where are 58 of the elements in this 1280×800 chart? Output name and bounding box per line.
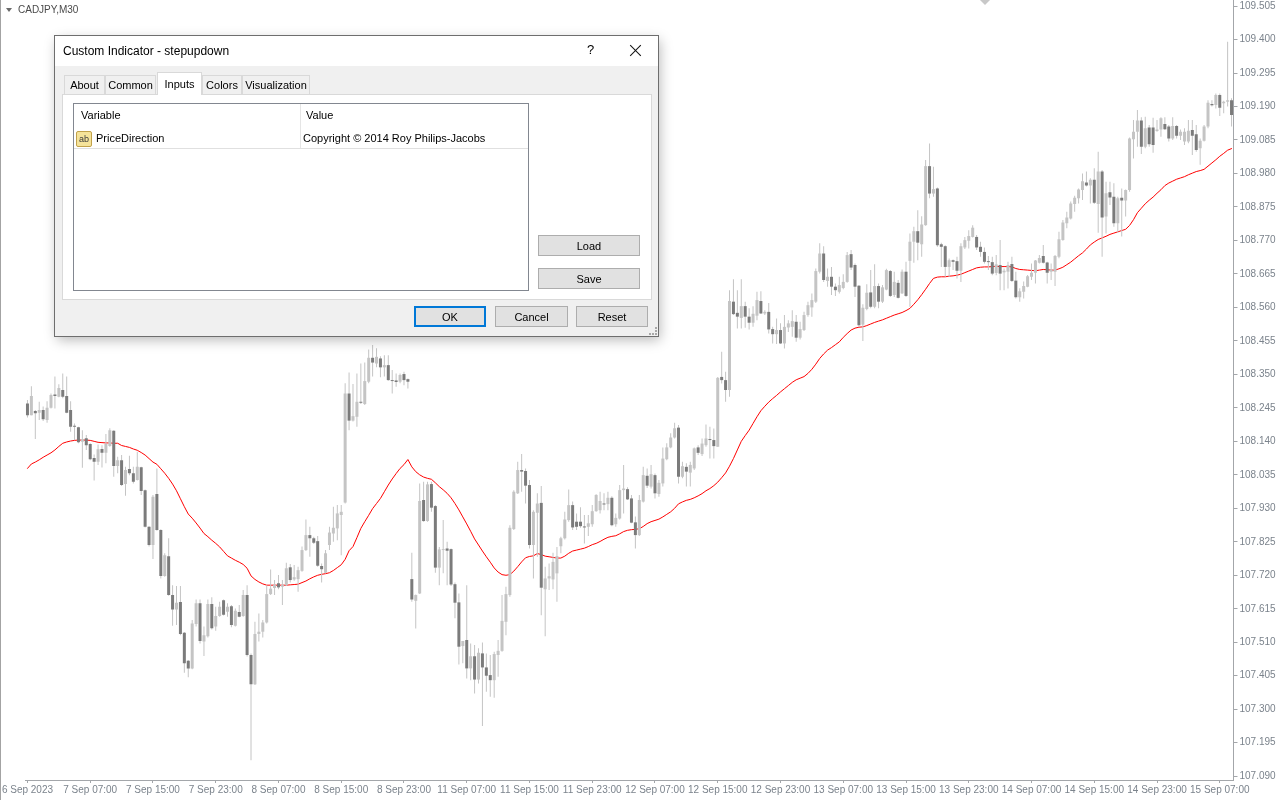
y-tick-label: 107.930 [1239,502,1277,514]
x-tick-label: 14 Sep 15:00 [1064,783,1125,795]
y-tick-label: 108.455 [1239,334,1277,346]
x-tick-label: 13 Sep 07:00 [813,783,874,795]
y-tick-label: 108.980 [1239,167,1277,179]
x-tick-label: 12 Sep 23:00 [750,783,811,795]
y-tick-label: 108.035 [1239,468,1277,480]
annotation: Reset [597,310,627,323]
y-tick-label: 108.140 [1239,435,1277,447]
annotation: Inputs [164,77,195,90]
annotation: Variable [81,109,121,122]
annotation: Cancel [514,310,549,323]
x-tick-label: 11 Sep 23:00 [562,783,623,795]
x-tick-label: 13 Sep 15:00 [876,783,937,795]
annotation: OK [442,310,458,323]
annotation: Copyright © 2014 Roy Philips-Jacobs [303,132,486,145]
x-tick-label: 7 Sep 07:00 [63,783,118,795]
annotation: About [70,79,99,91]
x-tick-label: 14 Sep 07:00 [1001,783,1062,795]
annotation: Custom Indicator - stepupdown [63,43,230,59]
y-tick-label: 109.085 [1239,133,1277,145]
y-tick-label: 109.505 [1239,0,1277,11]
x-tick-label: 7 Sep 23:00 [188,783,244,795]
y-tick-label: 108.875 [1239,200,1277,212]
y-tick-label: 107.825 [1239,535,1277,547]
x-tick-label: 15 Sep 07:00 [1190,783,1250,795]
x-tick-label: 11 Sep 15:00 [500,783,560,795]
y-tick-label: 108.665 [1239,267,1277,279]
x-tick-label: 14 Sep 23:00 [1127,783,1188,795]
y-tick-label: 107.720 [1239,569,1277,581]
x-tick-label: 6 Sep 2023 [1,783,54,795]
x-tick-label: 11 Sep 07:00 [437,783,497,795]
y-tick-label: 107.615 [1239,602,1277,614]
chart-title: CADJPY,M30 [18,4,79,16]
annotation: PriceDirection [96,132,165,145]
x-tick-label: 7 Sep 15:00 [126,783,181,795]
x-tick-label: 8 Sep 07:00 [251,783,306,795]
annotation: Value [306,109,334,122]
x-tick-label: 12 Sep 07:00 [625,783,686,795]
x-tick-label: 8 Sep 15:00 [314,783,369,795]
y-tick-label: 109.190 [1239,100,1277,112]
y-tick-label: 107.300 [1239,702,1277,714]
y-tick-label: 107.405 [1239,669,1277,681]
annotation: Save [576,272,602,285]
y-tick-label: 109.400 [1239,33,1277,45]
annotation: ? [587,42,595,58]
y-tick-label: 108.245 [1239,401,1277,413]
y-tick-label: 108.560 [1239,301,1277,313]
annotation: Load [576,239,602,252]
y-tick-label: 108.350 [1239,368,1277,380]
x-tick-label: 12 Sep 15:00 [688,783,748,795]
x-tick-label: 13 Sep 23:00 [939,783,999,795]
y-tick-label: 109.295 [1239,66,1277,78]
y-tick-label: 107.510 [1239,635,1277,647]
y-tick-label: 108.770 [1239,234,1277,246]
y-tick-label: 107.195 [1239,736,1277,748]
x-tick-label: 8 Sep 23:00 [377,783,432,795]
y-tick-label: 107.090 [1239,769,1277,781]
